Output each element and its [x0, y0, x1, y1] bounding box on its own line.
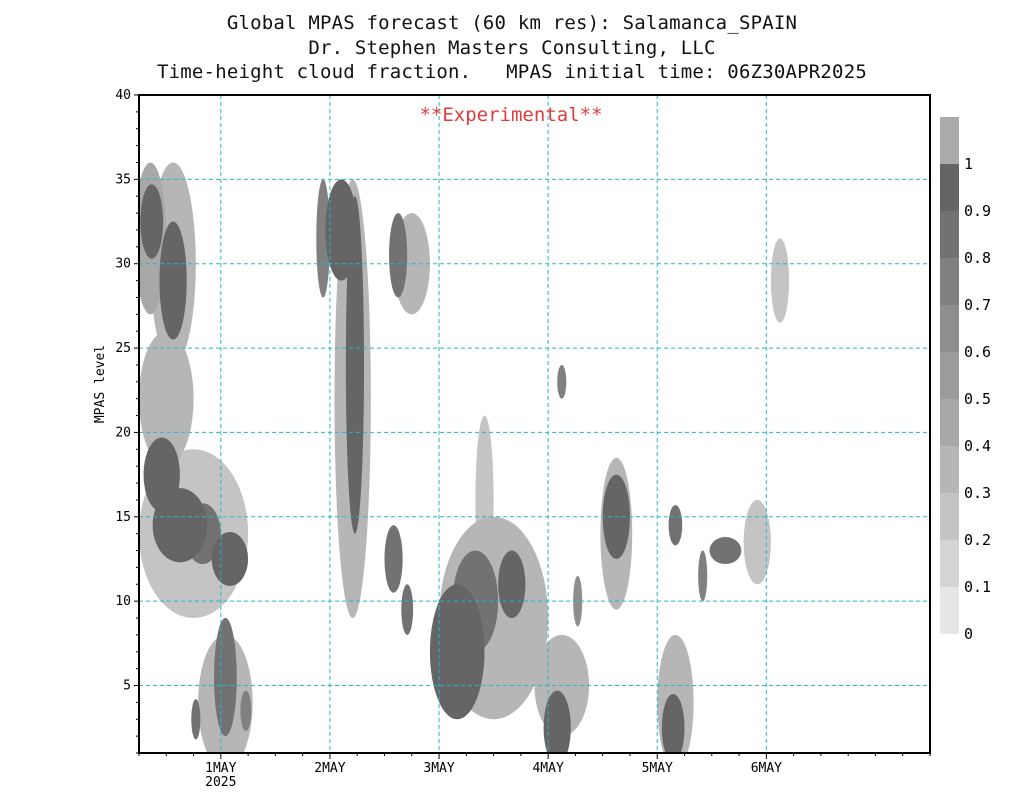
- y-tick-label: 30: [115, 257, 131, 272]
- chart-title-line-1: Global MPAS forecast (60 km res): Salama…: [226, 12, 798, 34]
- cloud-cell: [698, 550, 708, 602]
- colorbar-label: 0.9: [964, 202, 991, 220]
- cloud-cell: [429, 584, 485, 720]
- grid-lines: [139, 95, 930, 753]
- x-tick-label: 1MAY: [205, 761, 236, 776]
- colorbar-label: 0.3: [964, 484, 991, 502]
- cloud-cell: [743, 499, 771, 585]
- y-tick-label: 25: [115, 341, 131, 356]
- x-tick-label: 4MAY: [532, 761, 563, 776]
- y-tick-label: 15: [115, 510, 131, 525]
- cloud-cell: [140, 184, 164, 259]
- cloud-cell: [770, 238, 790, 323]
- cloud-cell: [668, 504, 683, 546]
- colorbar-label: 0.4: [964, 437, 991, 455]
- cloud-cell: [345, 196, 365, 534]
- colorbar-swatch: [940, 540, 959, 587]
- colorbar-label: 0.2: [964, 531, 991, 549]
- cloud-cell: [389, 213, 408, 298]
- y-tick-label: 10: [115, 594, 131, 609]
- x-tick-label: 3MAY: [423, 761, 454, 776]
- cloud-cell: [240, 690, 252, 732]
- colorbar-label: 1: [964, 155, 973, 173]
- cloud-cell: [159, 221, 187, 340]
- colorbar-label: 0.5: [964, 390, 991, 408]
- colorbar-swatch: [940, 399, 959, 446]
- colorbar-swatch: [940, 587, 959, 634]
- cloud-cell: [573, 575, 583, 627]
- colorbar-swatch: [940, 446, 959, 493]
- x-tick-sublabel: 2025: [205, 775, 236, 790]
- x-tick-label: 2MAY: [314, 761, 345, 776]
- colorbar: 0 0.1 0.2 0.3 0.4 0.5 0.6 0.7 0.8 0.9 1: [940, 117, 991, 643]
- chart-title-line-3: Time-height cloud fraction. MPAS initial…: [157, 61, 867, 83]
- colorbar-label: 0: [964, 625, 973, 643]
- cloud-cell: [709, 537, 742, 565]
- plot-frame: [138, 94, 931, 754]
- colorbar-swatch: [940, 117, 959, 164]
- colorbar-swatch: [940, 352, 959, 399]
- experimental-annotation: **Experimental**: [419, 104, 602, 126]
- cloud-cell: [211, 531, 249, 586]
- colorbar-swatch: [940, 211, 959, 258]
- cloud-cell: [214, 618, 237, 737]
- y-tick-label: 40: [115, 88, 131, 103]
- colorbar-label: 0.6: [964, 343, 991, 361]
- cloud-cell: [152, 488, 208, 563]
- cloud-cell: [139, 331, 194, 467]
- cloud-cell: [498, 550, 526, 619]
- cloud-field: [139, 162, 790, 753]
- colorbar-swatch: [940, 493, 959, 540]
- cloud-cell: [384, 525, 403, 593]
- colorbar-label: 0.8: [964, 249, 991, 267]
- colorbar-swatch: [940, 164, 959, 211]
- colorbar-swatch: [940, 305, 959, 352]
- cloud-cell: [401, 584, 414, 635]
- colorbar-label: 0.1: [964, 578, 991, 596]
- y-axis-label: MPAS level: [93, 345, 108, 423]
- colorbar-swatch: [940, 258, 959, 305]
- cloud-cell: [316, 179, 330, 298]
- chart-title-line-2: Dr. Stephen Masters Consulting, LLC: [308, 37, 716, 59]
- cloud-cell: [325, 179, 358, 281]
- x-tick-label: 6MAY: [751, 761, 782, 776]
- colorbar-label: 0.7: [964, 296, 991, 314]
- y-tick-label: 5: [123, 679, 131, 694]
- y-axis-ticks: 5 10 15 20 25 30 35 40: [115, 88, 139, 754]
- y-tick-label: 20: [115, 425, 131, 440]
- cloud-cell: [191, 699, 201, 740]
- cloud-cell: [543, 690, 571, 753]
- y-tick-label: 35: [115, 172, 131, 187]
- x-tick-label: 5MAY: [642, 761, 673, 776]
- cloud-cell: [661, 693, 685, 753]
- cloud-cell: [557, 364, 567, 399]
